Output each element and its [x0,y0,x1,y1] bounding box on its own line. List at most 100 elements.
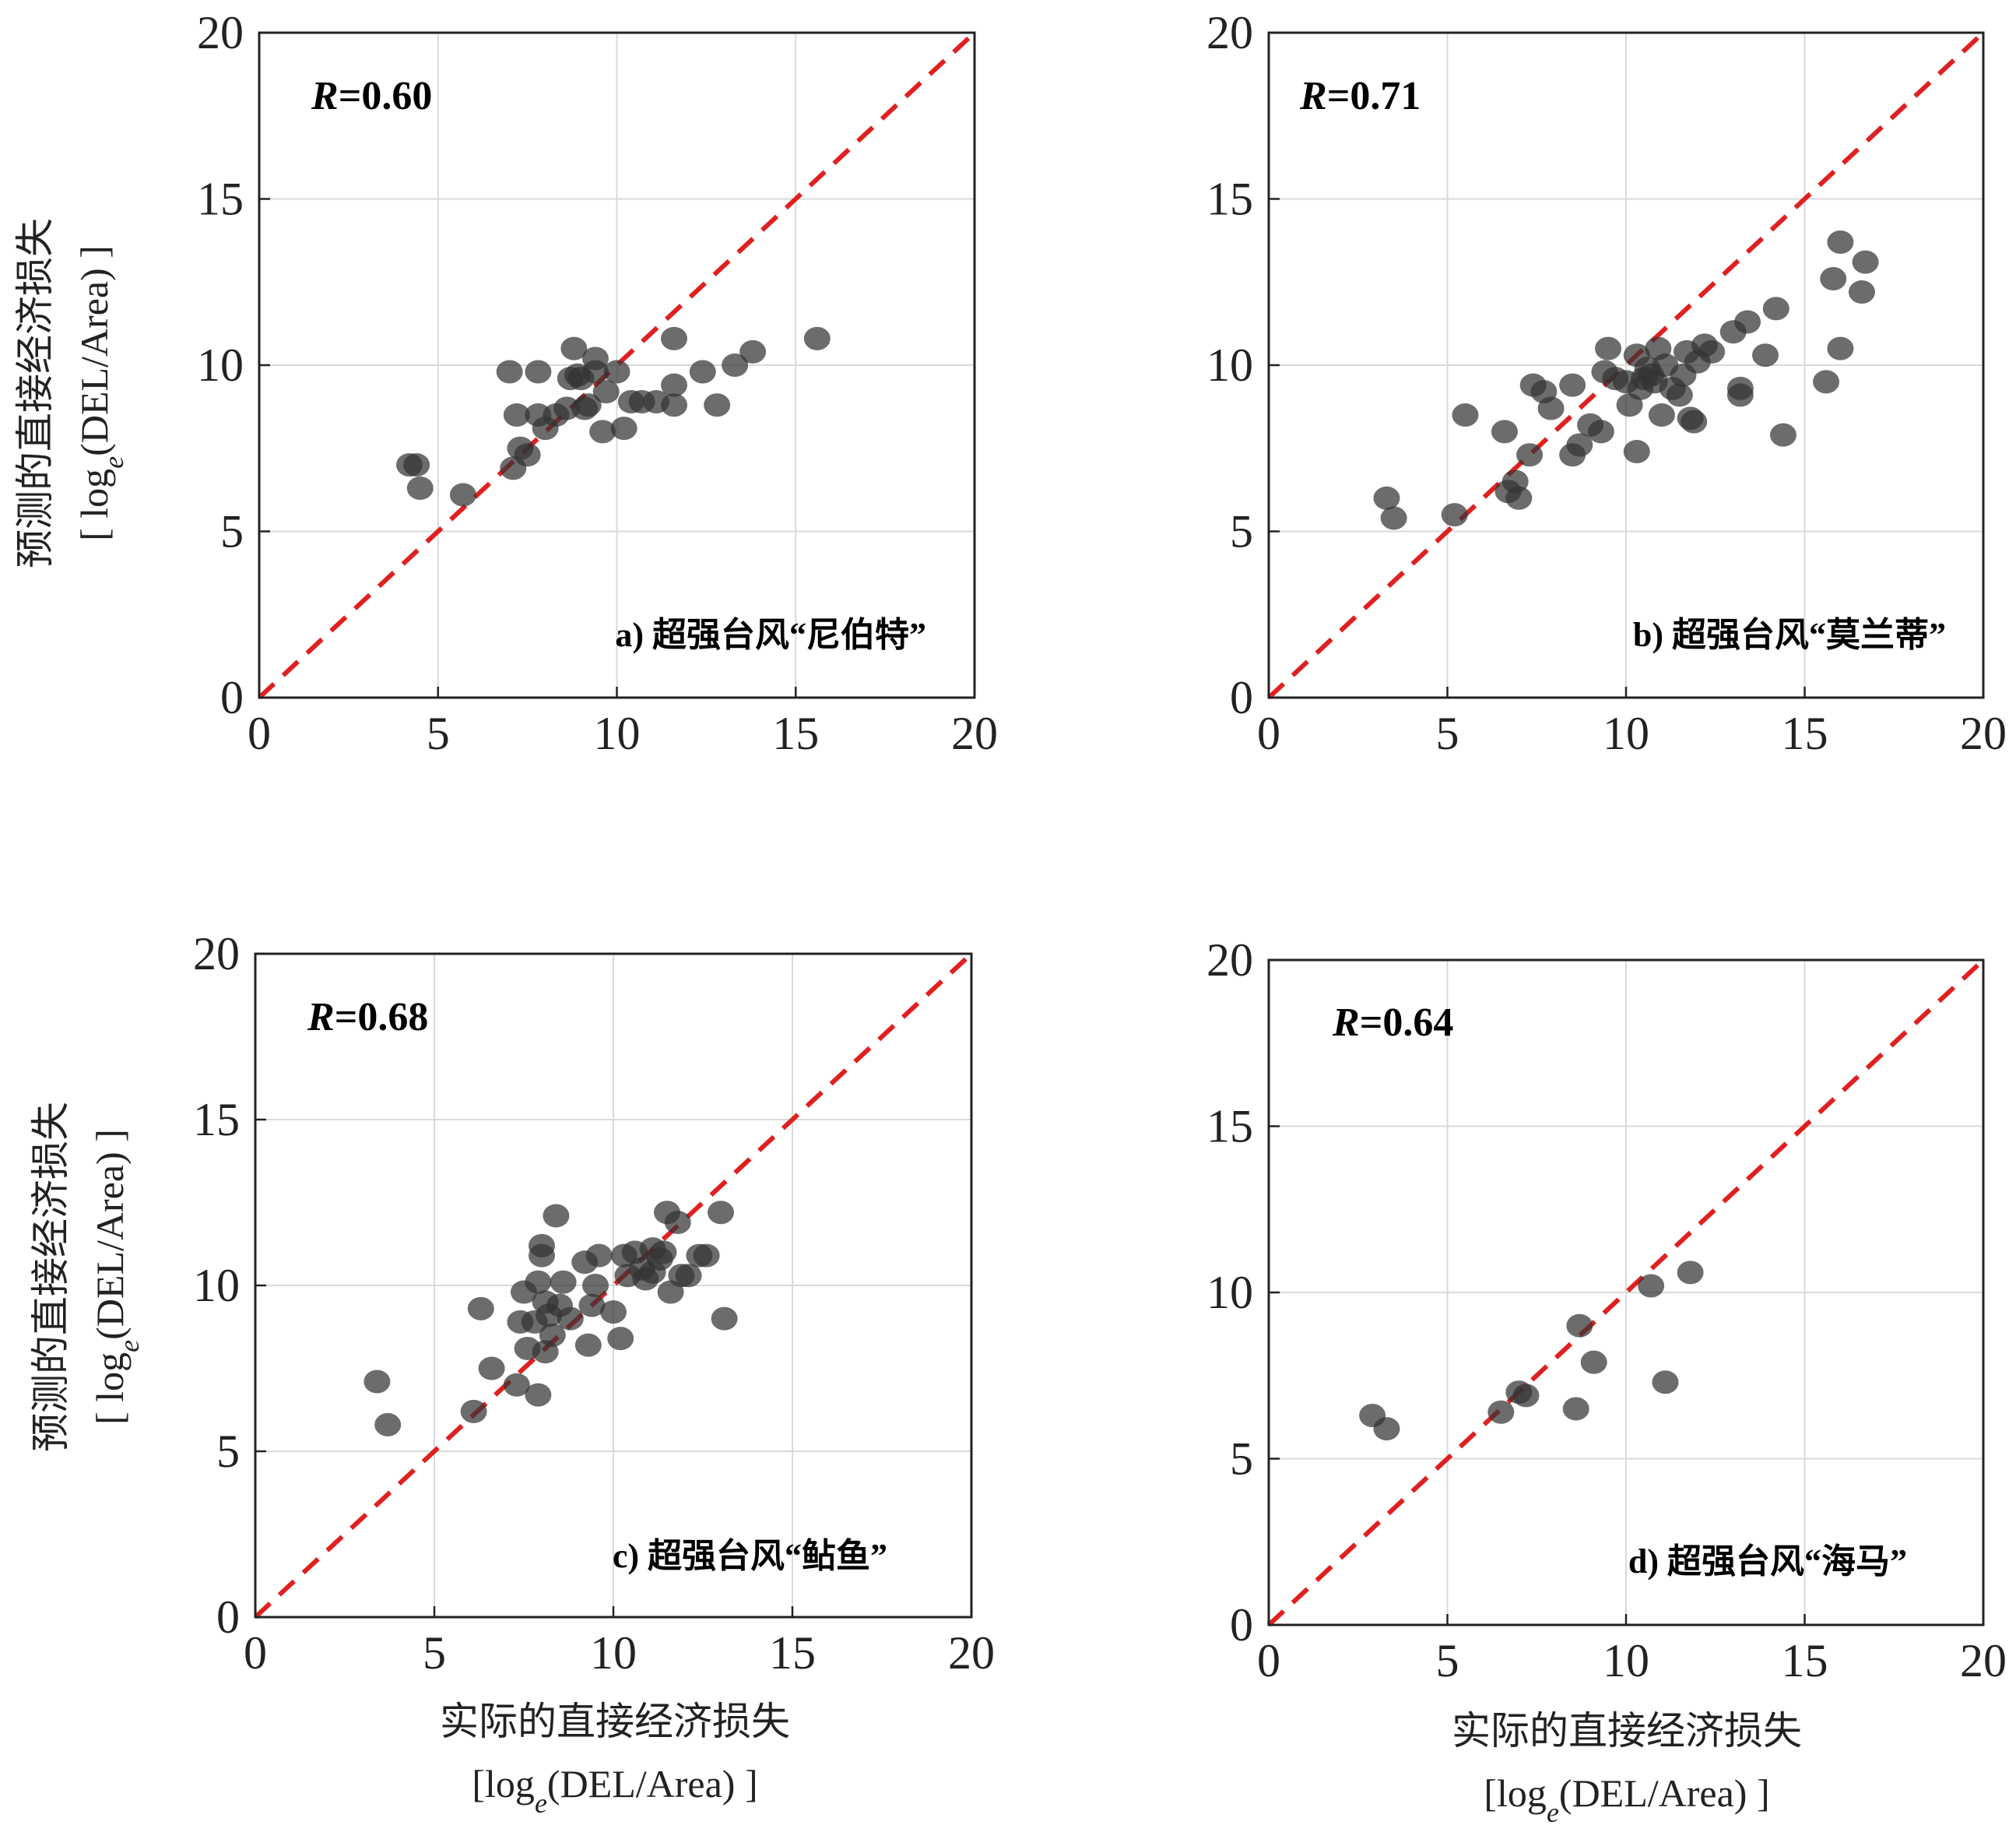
data-point-a-34 [722,353,749,377]
x-axis-label-left-line2: [loge(DEL/Area) ] [472,1762,757,1819]
x-tick-label-a-1: 5 [427,708,450,759]
data-point-c-3 [467,1296,494,1320]
correlation-label-d: R=0.64 [1332,1000,1453,1045]
data-point-c-46 [711,1306,738,1331]
y-tick-label-b-4: 20 [1206,7,1253,58]
data-point-d-9 [1652,1370,1679,1394]
data-point-d-5 [1562,1397,1589,1421]
data-point-c-11 [525,1270,552,1294]
data-point-a-5 [496,360,523,384]
data-point-c-2 [460,1399,487,1423]
data-point-b-33 [1666,383,1693,407]
y-tick-label-c-3: 15 [193,1094,240,1145]
data-point-a-22 [589,420,616,444]
y-axis-label-top-line2: [ loge(DEL/Area) ] [72,245,129,541]
x-tick-label-a-0: 0 [248,708,271,759]
data-point-b-14 [1559,373,1586,397]
data-point-b-51 [1827,336,1854,360]
data-point-c-4 [478,1356,505,1380]
x-tick-label-b-0: 0 [1257,708,1280,759]
y-axis-label-bottom-line1: 预测的直接经济损失 [29,1102,72,1452]
data-point-c-5 [503,1373,530,1397]
data-point-d-4 [1512,1384,1540,1408]
data-point-b-30 [1648,403,1675,427]
data-point-d-8 [1638,1274,1665,1298]
data-point-a-19 [574,393,602,417]
axes-frame-a [258,31,976,699]
data-point-d-1 [1373,1417,1400,1441]
data-point-b-48 [1813,370,1840,394]
data-point-d-2 [1487,1400,1515,1424]
x-tick-label-b-3: 15 [1782,708,1828,759]
y-tick-label-a-0: 0 [220,672,244,723]
panel-caption-a: a) 超强台风“尼伯特” [615,616,926,654]
axes-frame-b [1267,31,1985,699]
y-axis-label-bottom-line2: [ loge(DEL/Area) ] [88,1129,145,1425]
correlation-label-a: R=0.60 [311,74,432,118]
x-tick-label-c-4: 20 [948,1627,995,1679]
data-point-b-40 [1698,339,1726,364]
data-point-c-10 [525,1383,552,1407]
x-tick-label-c-2: 10 [590,1627,637,1679]
data-point-a-31 [661,326,688,350]
y-tick-label-d-2: 10 [1206,1267,1253,1318]
panel-caption-b: b) 超强台风“莫兰蒂” [1633,616,1946,654]
y-tick-label-d-3: 15 [1206,1101,1253,1152]
data-point-c-23 [574,1333,602,1357]
y-tick-label-c-4: 20 [193,928,240,979]
axes-frame-d [1267,958,1985,1626]
data-point-b-50 [1827,230,1854,255]
x-tick-label-b-1: 5 [1436,708,1459,759]
data-point-b-44 [1734,310,1761,334]
data-point-b-2 [1441,503,1468,527]
data-point-a-29 [661,373,688,397]
data-point-c-45 [708,1201,734,1225]
panel-a: 0 5 10 15 20 0 5 10 15 20 R=0.60 a) 超强台风“尼伯特” [197,7,998,759]
data-point-d-6 [1566,1313,1593,1338]
data-point-a-33 [704,393,731,417]
x-axis-label-right-line2: [loge(DEL/Area) ] [1484,1771,1769,1825]
data-point-a-3 [449,483,476,507]
panel-caption-d: d) 超强台风“海马” [1628,1542,1907,1581]
data-point-c-28 [607,1327,634,1351]
data-point-a-32 [689,360,716,384]
data-point-c-37 [650,1240,677,1264]
data-point-a-6 [503,403,530,427]
x-tick-label-d-2: 10 [1603,1635,1649,1686]
data-point-a-2 [406,476,434,500]
data-point-a-15 [560,336,588,360]
data-point-c-42 [675,1264,702,1288]
x-tick-label-b-2: 10 [1603,708,1649,759]
x-tick-label-a-3: 15 [772,708,819,759]
x-tick-label-d-4: 20 [1960,1635,2007,1686]
panel-d: 0 5 10 15 20 0 5 10 15 20 R=0.64 d) 超强台风“海马” [1206,934,2007,1686]
data-point-b-7 [1505,486,1533,510]
data-point-b-16 [1587,420,1614,444]
data-point-a-30 [661,393,688,417]
data-point-b-53 [1852,250,1879,274]
y-axis-label-top-line1: 预测的直接经济损失 [13,218,57,568]
x-tick-label-d-1: 5 [1436,1635,1459,1686]
data-point-b-47 [1769,423,1796,447]
x-tick-label-a-4: 20 [951,708,998,759]
data-point-b-49 [1820,266,1847,290]
y-tick-label-a-4: 20 [197,7,244,58]
data-point-b-18 [1595,336,1622,360]
y-tick-label-d-4: 20 [1206,934,1253,986]
data-point-b-37 [1681,410,1708,434]
x-tick-label-d-0: 0 [1257,1635,1280,1686]
y-tick-label-c-1: 5 [216,1426,240,1477]
x-tick-label-b-4: 20 [1960,708,2007,759]
panel-caption-c: c) 超强台风“鲇鱼” [613,1537,887,1575]
data-point-b-46 [1762,297,1789,321]
data-point-a-1 [403,453,430,477]
data-point-a-25 [610,417,637,441]
data-point-b-0 [1373,486,1400,510]
data-point-c-20 [550,1270,577,1294]
y-tick-label-b-2: 10 [1206,339,1253,391]
data-point-b-11 [1537,396,1565,420]
x-axis-label-right-line1: 实际的直接经济损失 [1452,1709,1802,1753]
data-point-c-26 [585,1243,613,1268]
y-tick-label-a-3: 15 [197,174,244,225]
